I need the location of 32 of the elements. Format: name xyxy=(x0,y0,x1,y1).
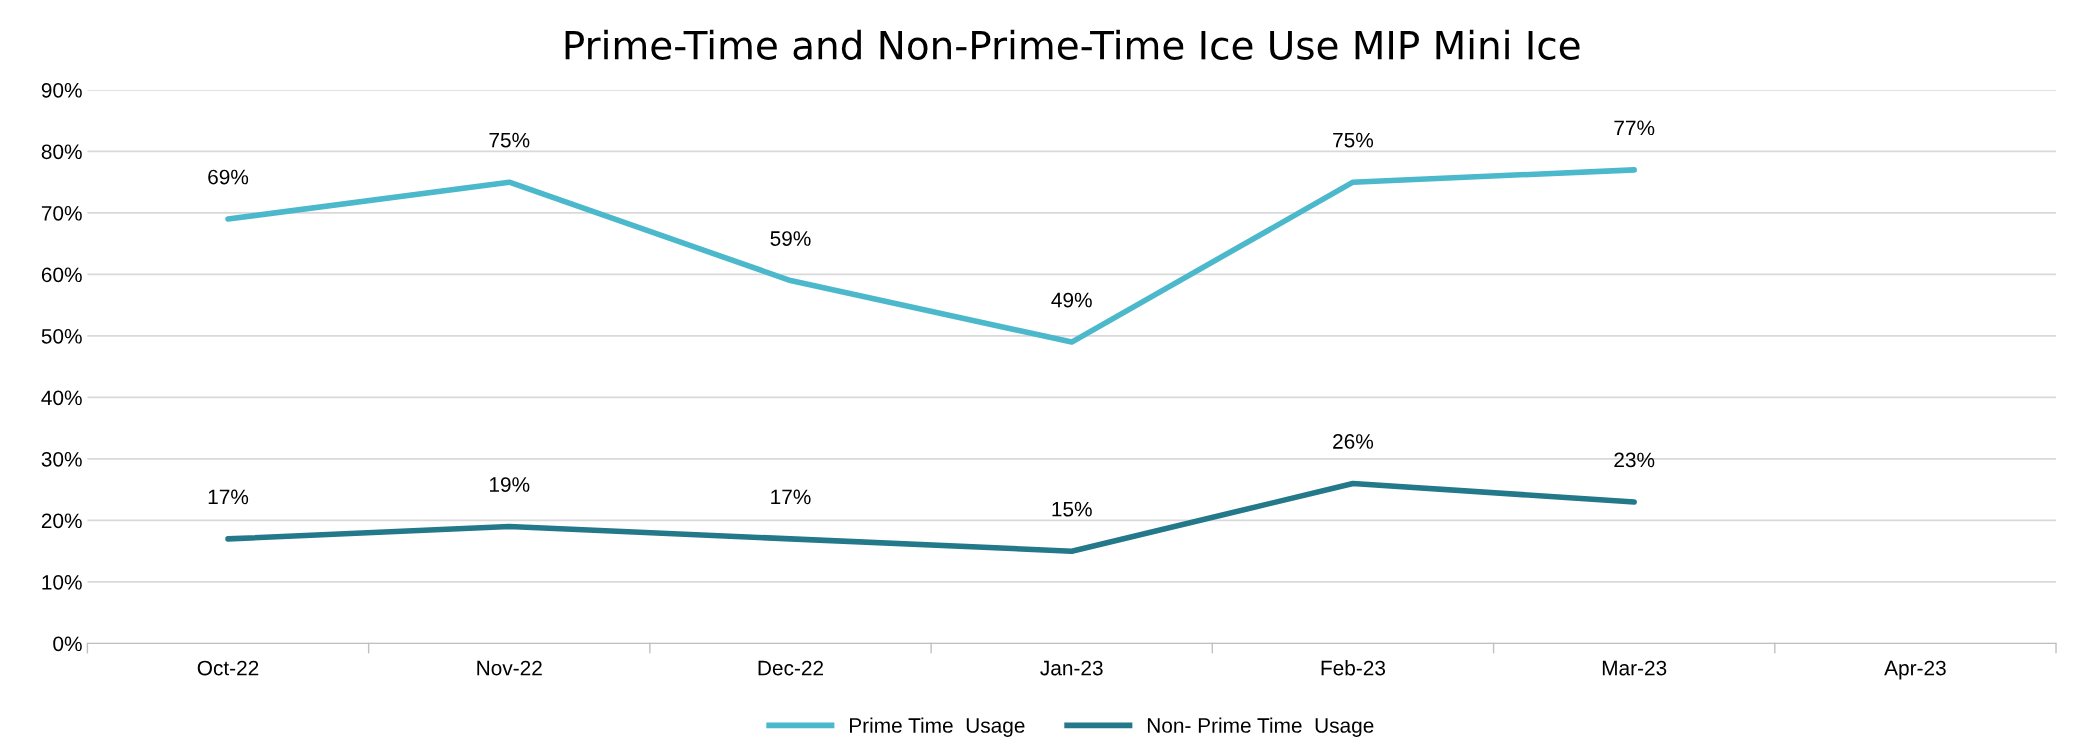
y-tick-label: 90% xyxy=(41,82,82,98)
data-label: 69% xyxy=(208,169,249,185)
data-label: 17% xyxy=(208,489,249,505)
data-label: 75% xyxy=(489,132,530,148)
x-tick-label: Dec-22 xyxy=(758,660,824,676)
data-label: 26% xyxy=(1333,434,1374,449)
chart-title: Prime-Time and Non-Prime-Time Ice Use MIP Mini Ice xyxy=(565,29,1580,60)
data-label: 17% xyxy=(771,489,811,505)
legend-label: Prime Time Usage xyxy=(849,717,1025,737)
data-label: 23% xyxy=(1614,452,1655,468)
y-tick-label: 70% xyxy=(41,205,82,221)
legend-label: Non- Prime Time Usage xyxy=(1147,717,1374,737)
data-label: 19% xyxy=(489,477,530,492)
y-tick-label: 40% xyxy=(41,390,82,406)
x-tick-label: Nov-22 xyxy=(477,660,542,676)
x-tick-label: Oct-22 xyxy=(197,660,259,676)
y-tick-label: 80% xyxy=(41,144,82,160)
data-label: 75% xyxy=(1333,132,1374,148)
x-tick-label: Mar-23 xyxy=(1602,660,1667,676)
y-tick-label: 50% xyxy=(41,328,82,344)
data-label: 15% xyxy=(1052,501,1092,517)
y-tick-label: 30% xyxy=(41,451,82,467)
y-tick-label: 10% xyxy=(42,574,82,590)
x-tick-label: Feb-23 xyxy=(1321,660,1386,676)
y-tick-label: 60% xyxy=(41,267,82,283)
y-tick-label: 0% xyxy=(53,636,82,652)
data-label: 59% xyxy=(770,231,811,246)
data-label: 49% xyxy=(1051,292,1092,308)
x-tick-label: Jan-23 xyxy=(1040,660,1103,676)
y-tick-label: 20% xyxy=(41,513,82,529)
data-label: 77% xyxy=(1614,120,1655,136)
x-tick-label: Apr-23 xyxy=(1884,660,1946,680)
